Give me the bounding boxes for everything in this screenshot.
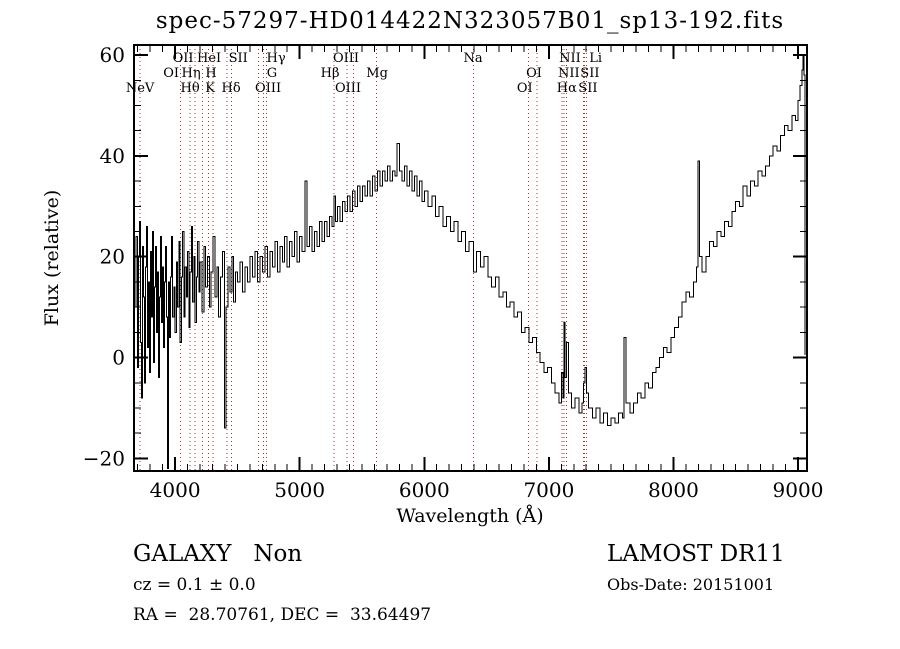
spectral-line-label: OI: [526, 66, 542, 81]
plot-frame: [133, 44, 808, 472]
spectral-line-label: OIII: [335, 81, 361, 96]
x-tick-label: 4000: [150, 478, 201, 502]
spectral-line-label: H: [205, 66, 216, 81]
x-tick-label: 8000: [648, 478, 699, 502]
cz-value: cz = 0.1 ± 0.0: [133, 575, 256, 595]
frame-rect: [133, 44, 808, 472]
x-tick-label: 6000: [399, 478, 450, 502]
spectral-line-label: OI: [163, 66, 179, 81]
spectral-line-label: K: [205, 81, 215, 96]
page-title: spec-57297-HD014422N323057B01_sp13-192.f…: [155, 8, 785, 34]
y-tick-label: 60: [100, 43, 125, 67]
spectral-line-label: OII: [173, 51, 194, 66]
spectral-line-label: SII: [580, 66, 599, 81]
spectral-line-label: NII: [559, 51, 581, 66]
spectral-line-label: OI: [517, 81, 533, 96]
x-tick-label: 7000: [523, 478, 574, 502]
spectral-line-markers: [139, 45, 588, 471]
spectrum-trace: [135, 54, 806, 469]
spectral-line-label: OIII: [255, 81, 281, 96]
y-axis-title: Flux (relative): [41, 190, 63, 327]
y-tick-label: 0: [112, 346, 125, 370]
spectral-line-label: SII: [229, 51, 248, 66]
spectral-line-label: NeV: [126, 81, 155, 96]
spectral-line-label: OIII: [333, 51, 359, 66]
spectrum-line: [135, 54, 806, 469]
spectral-line-label: G: [267, 66, 277, 81]
spectral-line-label: Mg: [366, 66, 388, 81]
spectral-line-label: Hα: [557, 81, 577, 96]
spectral-line-label: SII: [578, 81, 597, 96]
ra-dec-value: RA = 28.70761, DEC = 33.64497: [133, 605, 432, 625]
x-axis-title: Wavelength (Å): [396, 505, 543, 527]
x-tick-label: 9000: [773, 478, 824, 502]
spectral-line-label: HeI: [197, 51, 221, 66]
survey-release-label: LAMOST DR11: [607, 541, 785, 567]
y-tick-label: 40: [100, 144, 125, 168]
y-tick-label: 20: [100, 245, 125, 269]
spectral-line-label: Hη: [182, 66, 201, 81]
axis-ticks: [134, 45, 807, 471]
obs-date-label: Obs-Date: 20151001: [607, 575, 775, 594]
x-tick-label: 5000: [274, 478, 325, 502]
classification-label: GALAXY Non: [133, 541, 303, 567]
spectral-line-label: Hβ: [321, 66, 340, 81]
spectral-line-label: Na: [464, 51, 483, 66]
axis-tick-labels: 4000 5000 6000 7000 8000 9000 −20 0 20 40 60: [83, 43, 824, 502]
spectral-line-label: NII: [558, 66, 580, 81]
spectral-line-label: Li: [589, 51, 602, 66]
spectral-line-label: Hγ: [267, 51, 286, 66]
y-tick-label: −20: [83, 446, 125, 470]
spectral-line-label: Hδ: [222, 81, 241, 96]
spectral-line-label: Hθ: [181, 81, 200, 96]
